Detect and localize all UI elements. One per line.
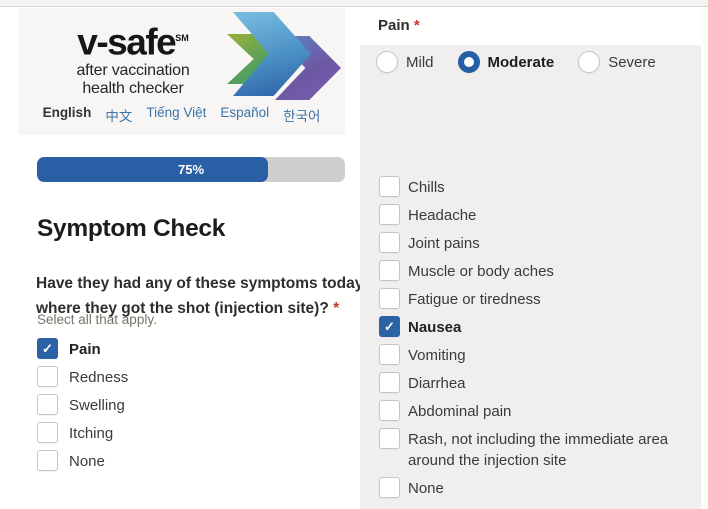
page-title: Symptom Check <box>37 215 226 242</box>
checkbox-label: Pain <box>69 341 101 358</box>
radio-label: Moderate <box>487 53 555 71</box>
checkbox[interactable]: ✓ <box>37 450 58 471</box>
checkbox-option-redness[interactable]: ✓ Redness <box>37 366 128 388</box>
injection-site-options: ✓ Pain ✓ Redness ✓ Swelling ✓ Itching ✓ … <box>37 338 128 478</box>
checkbox[interactable]: ✓ <box>37 394 58 415</box>
checkbox-option-rash[interactable]: ✓ Rash, not including the immediate area… <box>379 428 684 471</box>
language-link-spanish[interactable]: Español <box>220 105 270 120</box>
radio-button[interactable] <box>376 51 398 73</box>
general-symptom-options: ✓ Chills ✓ Headache ✓ Joint pains ✓ Musc… <box>379 176 684 505</box>
check-icon: ✓ <box>384 319 395 334</box>
checkbox[interactable]: ✓ <box>37 338 58 359</box>
language-link-english[interactable]: English <box>42 105 92 120</box>
checkbox-option-fatigue[interactable]: ✓ Fatigue or tiredness <box>379 288 684 310</box>
checkbox-option-abdominal-pain[interactable]: ✓ Abdominal pain <box>379 400 684 422</box>
checkbox-option-joint-pains[interactable]: ✓ Joint pains <box>379 232 684 254</box>
checkbox-option-pain[interactable]: ✓ Pain <box>37 338 128 360</box>
select-all-hint: Select all that apply. <box>37 312 157 327</box>
language-link-vietnamese[interactable]: Tiếng Việt <box>146 105 207 120</box>
checkbox-label: Nausea <box>408 319 462 336</box>
checkbox-option-itching[interactable]: ✓ Itching <box>37 422 128 444</box>
checkbox-label: Muscle or body aches <box>408 263 554 280</box>
checkbox-label: None <box>408 480 444 497</box>
brand-tagline-line2: health checker <box>82 79 184 97</box>
logo-panel: v-safeSM after vaccination health checke… <box>18 8 345 135</box>
checkbox[interactable]: ✓ <box>379 232 400 253</box>
brand-name: v-safeSM <box>77 21 189 63</box>
radio-label: Mild <box>406 53 434 71</box>
checkbox-option-vomiting[interactable]: ✓ Vomiting <box>379 344 684 366</box>
check-icon: ✓ <box>42 341 53 356</box>
checkbox-option-none-general[interactable]: ✓ None <box>379 477 684 499</box>
pain-detail-label: Pain * <box>378 17 420 34</box>
checkbox-label: Joint pains <box>408 235 480 252</box>
checkbox-option-chills[interactable]: ✓ Chills <box>379 176 684 198</box>
radio-option-mild[interactable]: Mild <box>376 51 434 73</box>
checkbox[interactable]: ✓ <box>379 260 400 281</box>
language-selector: English 中文 Tiếng Việt Español 한국어 <box>18 105 345 125</box>
checkbox[interactable]: ✓ <box>379 477 400 498</box>
checkbox-label: Fatigue or tiredness <box>408 291 541 308</box>
radio-button[interactable] <box>578 51 601 73</box>
checkbox[interactable]: ✓ <box>379 288 400 309</box>
checkbox-label: Vomiting <box>408 347 466 364</box>
checkbox-label: Chills <box>408 179 445 196</box>
checkbox[interactable]: ✓ <box>379 204 400 225</box>
checkbox-option-headache[interactable]: ✓ Headache <box>379 204 684 226</box>
checkbox-option-diarrhea[interactable]: ✓ Diarrhea <box>379 372 684 394</box>
progress-percent: 75% <box>177 162 205 177</box>
checkbox-label: Itching <box>69 425 114 442</box>
required-asterisk: * <box>333 300 340 317</box>
checkbox-option-muscle-aches[interactable]: ✓ Muscle or body aches <box>379 260 684 282</box>
checkbox-label: Headache <box>408 207 477 224</box>
brand-tagline-line1: after vaccination <box>76 62 190 80</box>
checkbox[interactable]: ✓ <box>379 400 400 421</box>
checkbox-label: Redness <box>69 369 129 386</box>
checkbox[interactable]: ✓ <box>379 428 400 449</box>
page-right-edge <box>701 7 708 509</box>
radio-label: Severe <box>608 53 656 71</box>
language-link-chinese[interactable]: 中文 <box>105 109 133 124</box>
checkbox[interactable]: ✓ <box>379 372 400 393</box>
radio-button[interactable] <box>457 51 480 73</box>
pain-severity-radio-group: Mild Moderate Severe <box>376 51 680 73</box>
checkbox-option-swelling[interactable]: ✓ Swelling <box>37 394 128 416</box>
language-link-korean[interactable]: 한국어 <box>283 109 321 124</box>
radio-option-moderate[interactable]: Moderate <box>457 51 555 73</box>
progress-bar: 75% <box>37 157 345 182</box>
symptom-question: Have they had any of these symptoms toda… <box>36 275 364 317</box>
checkbox[interactable]: ✓ <box>379 316 400 337</box>
service-mark: SM <box>175 33 189 43</box>
checkbox-label: Abdominal pain <box>408 403 512 420</box>
checkbox-label: Diarrhea <box>408 375 466 392</box>
checkbox[interactable]: ✓ <box>379 176 400 197</box>
radio-option-severe[interactable]: Severe <box>578 51 656 73</box>
chevrons-logo-icon <box>213 10 345 108</box>
required-asterisk: * <box>413 17 420 34</box>
vsafe-logo: v-safeSM after vaccination health checke… <box>48 12 341 104</box>
top-strip <box>0 0 708 7</box>
pain-detail-panel <box>360 45 701 509</box>
checkbox-label: Rash, not including the immediate area ar… <box>408 431 669 469</box>
checkbox-label: Swelling <box>69 397 125 414</box>
progress-bar-fill <box>37 157 268 182</box>
checkbox-option-nausea[interactable]: ✓ Nausea <box>379 316 684 338</box>
checkbox[interactable]: ✓ <box>37 422 58 443</box>
checkbox[interactable]: ✓ <box>379 344 400 365</box>
checkbox-option-none[interactable]: ✓ None <box>37 450 128 472</box>
checkbox-label: None <box>69 453 105 470</box>
checkbox[interactable]: ✓ <box>37 366 58 387</box>
